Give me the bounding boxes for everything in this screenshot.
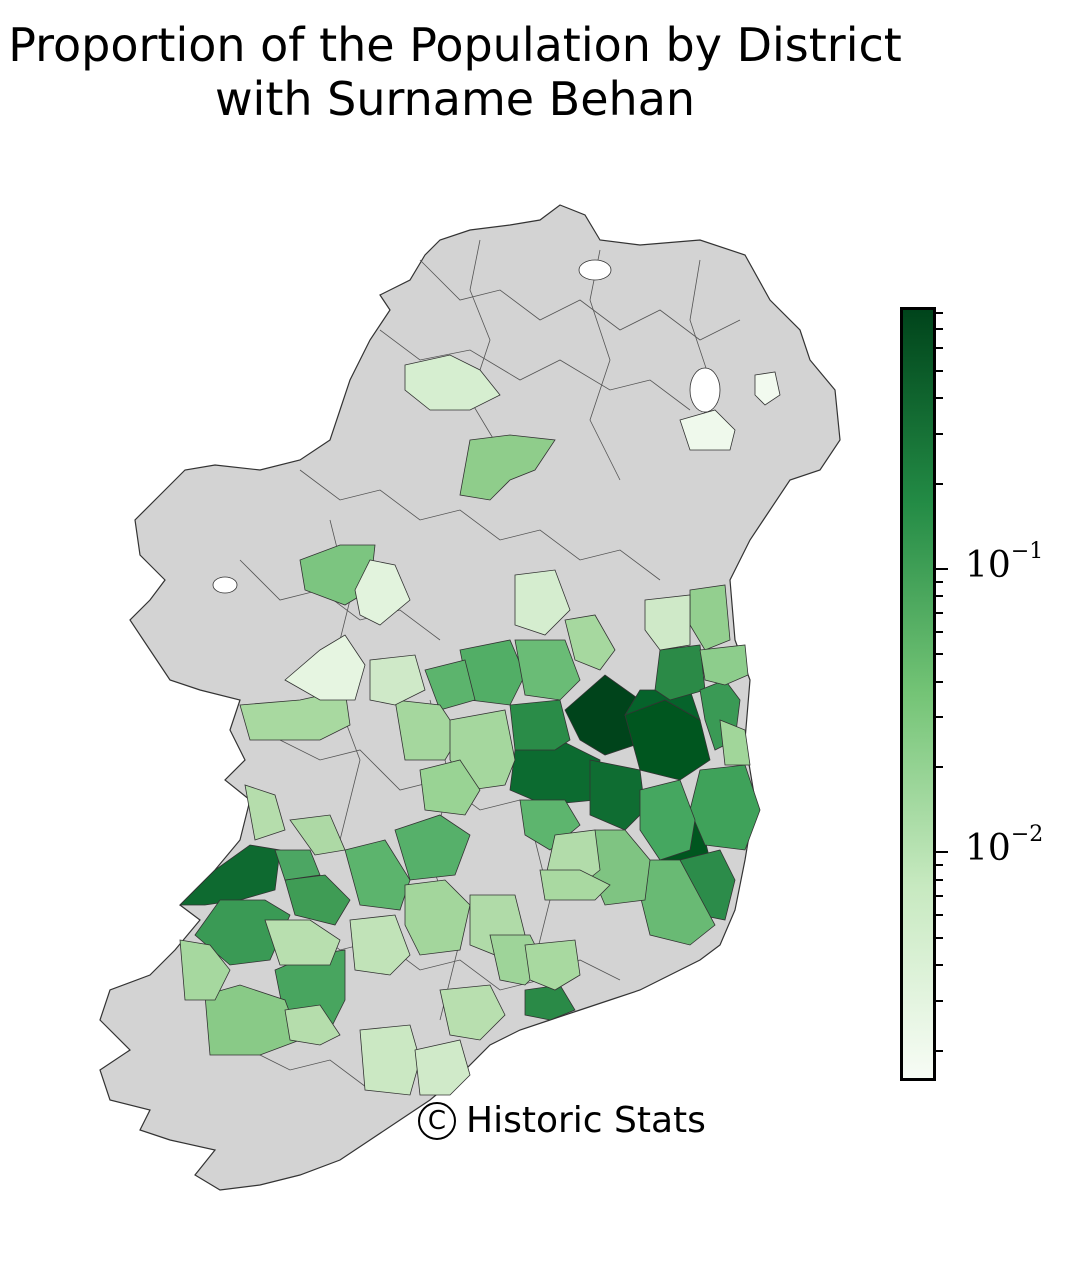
colorbar-minor-tick (936, 328, 943, 331)
district-light-2 (459, 434, 556, 501)
colorbar-minor-tick (936, 1049, 943, 1052)
district-light-23 (179, 939, 231, 1001)
district-vlight-2 (284, 634, 366, 701)
colorbar-minor-tick (936, 397, 943, 400)
colorbar-minor-tick (936, 432, 943, 435)
district-mid-9 (514, 639, 581, 701)
district-light-28 (644, 594, 691, 651)
colorbar-minor-tick (936, 878, 943, 881)
colorbar-minor-tick (936, 964, 943, 967)
colorbar-major-tick (936, 567, 948, 570)
colorbar-minor-tick (936, 766, 943, 769)
district-vlight-3 (679, 409, 736, 451)
district-light-9 (419, 759, 481, 816)
district-light-20 (284, 1004, 341, 1046)
district-light-14 (349, 914, 411, 976)
colored-districts (179, 354, 781, 1096)
colorbar-minor-tick (936, 611, 943, 614)
district-light-4 (699, 644, 749, 686)
district-light-12 (404, 879, 471, 956)
colorbar-minor-tick (936, 716, 943, 719)
district-light-25 (289, 814, 346, 856)
lough-neagh (689, 367, 721, 413)
district-light-30 (404, 354, 501, 411)
title-line-1: Proportion of the Population by District (8, 18, 902, 72)
district-mid-6 (639, 779, 696, 861)
credit-text: Historic Stats (466, 1100, 706, 1141)
district-mid-14 (274, 849, 321, 881)
colorbar-major-tick (936, 851, 948, 854)
district-light-17 (524, 939, 581, 991)
district-light-6 (239, 689, 351, 741)
colorbar-minor-tick (936, 999, 943, 1002)
colorbar-tick-label: 10−2 (965, 822, 1044, 870)
lough-foyle (578, 259, 612, 281)
title-line-2: with Surname Behan (214, 72, 696, 126)
district-light-15 (264, 919, 341, 966)
district-light-21 (359, 1024, 421, 1096)
colorbar-tick-label: 10−1 (965, 538, 1044, 586)
colorbar-minor-tick (936, 630, 943, 633)
colorbar-minor-tick (936, 369, 943, 372)
map-title: Proportion of the Population by District… (0, 18, 910, 126)
district-vlight-4 (754, 371, 781, 406)
district-mid-1 (509, 699, 571, 751)
colorbar-minor-tick (936, 653, 943, 656)
lough-corrib (212, 576, 238, 594)
district-light-22 (414, 1039, 471, 1096)
district-mid-2 (654, 644, 706, 701)
colorbar-minor-tick (936, 864, 943, 867)
district-vlight-1 (354, 559, 411, 626)
colorbar-minor-tick (936, 482, 943, 485)
district-kerry-dark (179, 844, 281, 906)
district-light-5 (719, 719, 751, 766)
credit: C Historic Stats (418, 1100, 706, 1141)
colorbar (900, 307, 936, 1081)
district-light-11 (539, 869, 611, 901)
district-light-29 (564, 614, 616, 671)
colorbar-minor-tick (936, 680, 943, 683)
colorbar-minor-tick (936, 580, 943, 583)
colorbar-minor-tick (936, 914, 943, 917)
colorbar-minor-tick (936, 595, 943, 598)
colorbar-minor-tick (936, 895, 943, 898)
district-light-18 (439, 984, 506, 1041)
district-dark-5 (589, 759, 646, 831)
district-light-26 (369, 654, 426, 706)
district-light-24 (244, 784, 286, 841)
colorbar-minor-tick (936, 936, 943, 939)
colorbar-minor-tick (936, 347, 943, 350)
district-mid-13 (284, 874, 351, 926)
district-mid-11 (394, 814, 471, 881)
lakes (212, 259, 721, 594)
district-mid-8 (424, 659, 476, 711)
colorbar-minor-tick (936, 312, 943, 315)
district-kerry-mid (194, 899, 291, 966)
copyright-icon: C (418, 1101, 456, 1140)
district-light-27 (514, 569, 571, 636)
